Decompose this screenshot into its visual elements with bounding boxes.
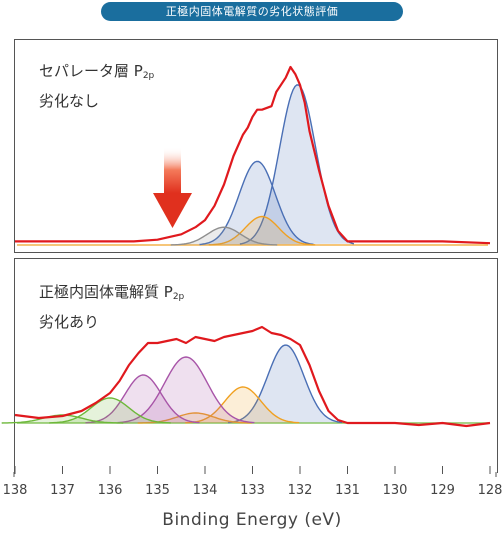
x-tick-label-132: 132 [288,483,313,498]
plot-area-top [15,65,491,246]
panel-top-title: セパレータ層 P2p [39,60,154,81]
x-tick-label-138: 138 [3,483,28,498]
panel-top-title-sub: 2p [142,71,155,81]
component-peak-bottom-5 [85,374,200,424]
chart-header-title: 正極内固体電解質の劣化状態評価 [101,2,403,21]
panel-bottom-title-sub: 2p [172,292,185,302]
component-fill-bottom-4 [117,357,255,423]
x-tick-label-128: 128 [478,483,503,498]
panel-degraded: 正極内固体電解質 P2p 劣化あり [14,258,498,473]
panel-no-degradation: セパレータ層 P2p 劣化なし [14,39,498,253]
plot-area-bottom [1,325,491,428]
component-peak-top-3 [208,215,316,246]
arrow-head [153,193,192,228]
measured-spectrum-bottom [14,325,491,428]
x-axis-label: Binding Energy (eV) [162,510,342,530]
panel-bottom-subtitle: 劣化あり [39,313,100,331]
component-peak-bottom-6 [49,397,171,424]
x-tick-label-133: 133 [240,483,265,498]
x-tick-label-134: 134 [193,483,218,498]
panel-bottom-title: 正極内固体電解質 P2p [39,281,184,302]
component-peak-top-4 [170,226,278,246]
component-peak-bottom-1 [227,344,343,424]
x-tick-label-137: 137 [50,483,75,498]
x-tick-label-130: 130 [383,483,408,498]
component-peak-top-2 [199,160,314,246]
x-axis: 138 137 136 135 134 133 132 131 130 129 128 [3,466,503,498]
panel-top-title-main: セパレータ層 P [39,62,143,80]
component-peak-bottom-2 [185,386,300,424]
measured-spectrum-top [15,65,491,245]
arrow-shaft [164,147,181,193]
component-peak-top-1 [239,84,355,245]
x-tick-label-136: 136 [98,483,123,498]
x-tick-label-131: 131 [335,483,360,498]
x-tick-label-135: 135 [145,483,170,498]
x-tick-label-129: 129 [430,483,455,498]
panel-bottom-title-main: 正極内固体電解質 P [39,283,173,301]
panel-top-subtitle: 劣化なし [39,92,100,110]
